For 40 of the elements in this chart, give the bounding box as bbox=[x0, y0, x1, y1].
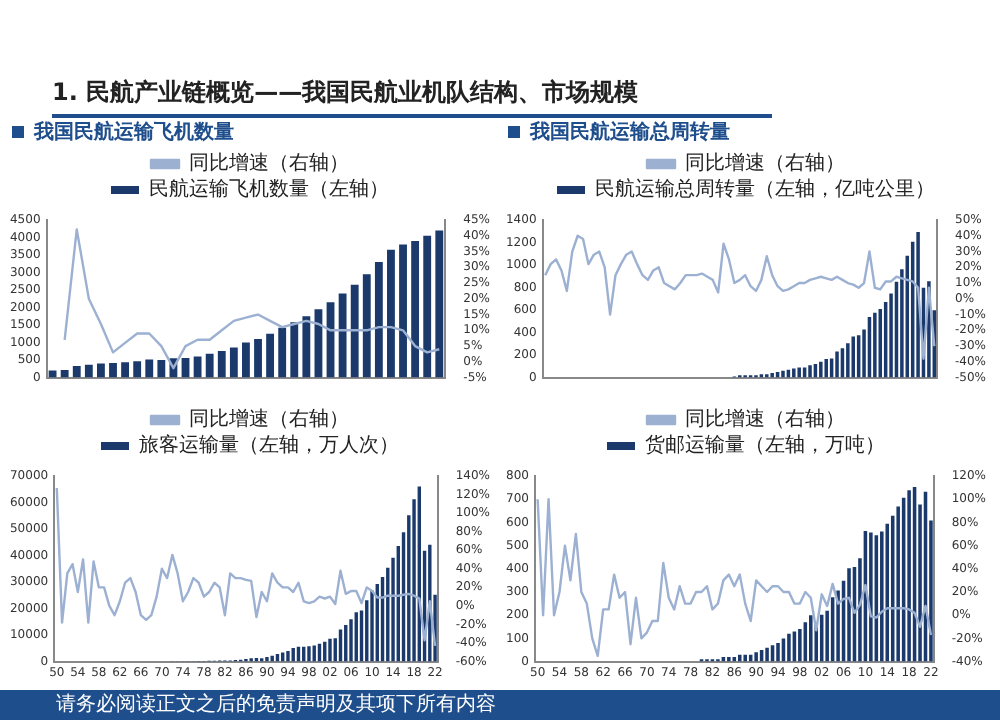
bar bbox=[266, 333, 275, 378]
bar bbox=[109, 362, 117, 378]
chart-title: 我国民航运输飞机数量 bbox=[31, 120, 236, 148]
bar bbox=[399, 244, 407, 378]
bar bbox=[60, 369, 69, 378]
bar bbox=[302, 316, 311, 378]
bar bbox=[362, 274, 371, 378]
legend-label: 民航运输飞机数量（左轴） bbox=[149, 177, 389, 202]
legend-label: 民航运输总周转量（左轴，亿吨公里） bbox=[595, 177, 935, 202]
bar bbox=[145, 359, 154, 378]
bar bbox=[278, 327, 287, 378]
legend-label: 同比增速（右轴） bbox=[685, 151, 845, 176]
bar bbox=[205, 353, 214, 378]
bar bbox=[229, 347, 238, 378]
bar bbox=[411, 241, 420, 378]
legend-label: 同比增速（右轴） bbox=[189, 407, 349, 432]
bar bbox=[254, 339, 262, 378]
bar bbox=[217, 350, 226, 378]
bar bbox=[350, 284, 359, 378]
bar bbox=[242, 342, 250, 378]
bar bbox=[193, 356, 202, 378]
legend-label: 同比增速（右轴） bbox=[685, 407, 845, 432]
legend-label: 旅客运输量（左轴，万人次） bbox=[139, 433, 399, 458]
bar bbox=[72, 366, 81, 378]
bar bbox=[435, 230, 444, 378]
bar bbox=[290, 322, 299, 378]
bar bbox=[121, 362, 130, 378]
chart-title: 我国民航运输总周转量 bbox=[527, 120, 732, 148]
bar bbox=[387, 249, 395, 378]
text: 请务必阅读正文之后的免责声明及其项下所有内容 bbox=[0, 690, 1000, 720]
bar bbox=[96, 363, 105, 378]
bar bbox=[84, 364, 93, 378]
text: 1. 民航产业链概览——我国民航业机队结构、市场规模 bbox=[52, 76, 772, 118]
bar bbox=[157, 360, 166, 378]
legend-label: 同比增速（右轴） bbox=[189, 151, 349, 176]
bar bbox=[133, 361, 142, 378]
legend-label: 货邮运输量（左轴，万吨） bbox=[645, 433, 885, 458]
bar bbox=[338, 293, 347, 378]
bar bbox=[423, 235, 432, 378]
bar bbox=[374, 262, 383, 378]
